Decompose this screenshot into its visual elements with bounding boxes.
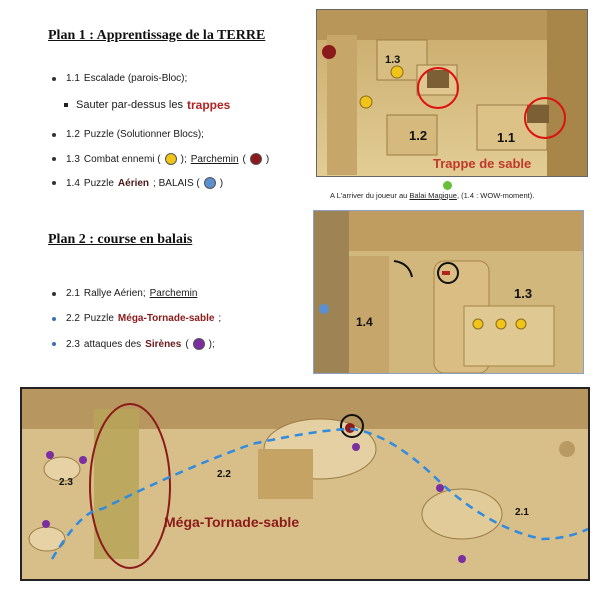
plan1-title: Plan 1 : Apprentissage de la TERRE <box>48 28 266 43</box>
trappes-emphasis: trappes <box>187 98 231 112</box>
rotate-handle-icon[interactable] <box>443 181 452 190</box>
bullet <box>52 291 56 296</box>
item-text: Combat ennemi ( <box>83 153 161 165</box>
tornade-emphasis: Méga-Tornade-sable <box>117 313 215 324</box>
plan1-subitem: Sauter par-dessus les trappes <box>64 98 230 112</box>
plan2-title: Plan 2 : course en balais <box>48 232 193 247</box>
square-bullet <box>64 103 68 107</box>
item-number: 1.4 <box>66 177 80 189</box>
label-1-1: 1.1 <box>497 130 516 145</box>
item-text-c: ; BALAIS ( <box>153 177 200 189</box>
item-tail: ); <box>208 338 215 350</box>
bullet <box>52 132 56 137</box>
item-number: 1.1 <box>66 73 80 84</box>
yellow-enemy-dot-icon <box>164 153 177 165</box>
plan1-item-4: 1.4 Puzzle Aérien ; BALAIS ( ) <box>52 177 223 189</box>
label-1-3: 1.3 <box>514 286 533 301</box>
plan2-scene-image <box>314 211 583 373</box>
trappe-de-sable-caption: Trappe de sable <box>433 156 532 171</box>
plan2-item-3: 2.3 attaques des Sirènes ( ); <box>52 338 215 350</box>
caption-prefix: A L'arriver du joueur au <box>330 191 408 200</box>
bullet <box>52 76 56 81</box>
sirenes-emphasis: Sirènes <box>145 338 182 350</box>
plan2-item-2: 2.2 Puzzle Méga-Tornade-sable ; <box>52 313 221 324</box>
label-1-3: 1.3 <box>385 54 401 66</box>
purple-siren-dot-icon <box>192 338 205 350</box>
darkred-parchment-dot-icon <box>249 153 262 165</box>
item-text-a: Puzzle <box>83 177 114 189</box>
bullet <box>52 181 56 185</box>
item-tail: ; <box>218 313 222 324</box>
screenshot-plan1: 1.3 1.2 1.1 Trappe de sable <box>316 9 588 177</box>
screenshot-plan2-overview: 2.3 2.2 2.1 Méga-Tornade-sable <box>20 387 590 581</box>
bullet <box>52 316 56 321</box>
label-2-2: 2.2 <box>217 469 231 480</box>
plan2-item-1: 2.1 Rallye Aérien; Parchemin <box>52 288 197 299</box>
item-number: 2.1 <box>66 288 80 299</box>
plan2-overview-image <box>22 389 588 579</box>
subitem-text: Sauter par-dessus les <box>76 99 183 111</box>
balai-caption: A L'arriver du joueur au Balai Magique, … <box>330 191 534 200</box>
parchemin-link[interactable]: Parchemin <box>190 153 239 165</box>
tornade-caption: Méga-Tornade-sable <box>164 514 300 530</box>
bullet <box>52 342 56 346</box>
label-2-1: 2.1 <box>515 507 529 518</box>
item-number: 1.2 <box>66 129 80 140</box>
label-1-2: 1.2 <box>409 128 428 143</box>
label-1-4: 1.4 <box>356 315 373 329</box>
balai-magique-link[interactable]: Balai Magique <box>409 191 457 200</box>
parchemin-link[interactable]: Parchemin <box>149 288 198 299</box>
caption-suffix: , (1.4 : WOW-moment). <box>456 191 535 200</box>
item-text: Puzzle <box>83 313 114 324</box>
item-text: attaques des <box>83 338 142 350</box>
item-number: 2.3 <box>66 338 80 350</box>
label-2-3: 2.3 <box>59 477 73 488</box>
item-text: Rallye Aérien; <box>83 288 146 299</box>
item-text: Puzzle (Solutionner Blocs); <box>83 129 204 140</box>
plan1-item-2: 1.2 Puzzle (Solutionner Blocs); <box>52 129 204 140</box>
bullet <box>52 157 56 161</box>
item-text: Escalade (parois-Bloc); <box>83 73 188 84</box>
plan1-scene-image <box>317 10 587 176</box>
item-number: 2.2 <box>66 313 80 324</box>
plan1-item-3: 1.3 Combat ennemi ( ); Parchemin () <box>52 153 269 165</box>
item-number: 1.3 <box>66 153 80 165</box>
plan1-item-1: 1.1 Escalade (parois-Bloc); <box>52 73 187 84</box>
screenshot-plan2[interactable]: 1.3 1.4 <box>313 210 584 374</box>
blue-broom-dot-icon <box>203 177 216 189</box>
item-text-b: Aérien <box>117 177 150 189</box>
